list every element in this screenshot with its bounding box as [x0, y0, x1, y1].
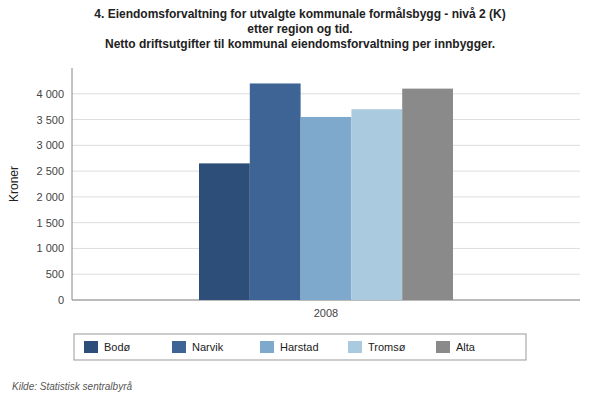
title: 4. Eiendomsforvaltning for utvalgte komm…: [94, 7, 505, 51]
legend-swatch: [84, 341, 98, 353]
bar: [250, 83, 301, 300]
title-line: etter region og tid.: [247, 22, 352, 36]
y-tick-label: 0: [58, 294, 64, 306]
y-tick-label: 1 500: [36, 217, 64, 229]
bar: [199, 163, 250, 300]
y-axis-line: [72, 68, 73, 300]
legend-label: Narvik: [192, 341, 224, 353]
legend-swatch: [348, 341, 362, 353]
y-tick-label: 2 500: [36, 165, 64, 177]
legend-label: Harstad: [280, 341, 319, 353]
bars: [199, 83, 453, 300]
y-tick-label: 3 000: [36, 139, 64, 151]
source: Kilde: Statistisk sentralbyrå: [12, 381, 132, 392]
legend-label: Tromsø: [368, 341, 406, 353]
chart: 4. Eiendomsforvaltning for utvalgte komm…: [0, 0, 600, 400]
legend-box: [74, 334, 526, 360]
y-tick-label: 500: [46, 268, 64, 280]
grid: [72, 94, 580, 300]
title-line: Netto driftsutgifter til kommunal eiendo…: [105, 37, 495, 51]
y-tick-label: 2 000: [36, 191, 64, 203]
y-axis-label: Kroner: [7, 166, 21, 202]
legend-label: Alta: [456, 341, 476, 353]
legend: Bodø Narvik Harstad Tromsø Alta: [74, 334, 526, 360]
x-tick-label: 2008: [314, 307, 338, 319]
bar: [402, 89, 453, 300]
y-tick-label: 4 000: [36, 88, 64, 100]
bar: [351, 109, 402, 300]
bar: [301, 117, 352, 300]
legend-label: Bodø: [104, 341, 131, 353]
legend-swatch: [260, 341, 274, 353]
y-tick-label: 1 000: [36, 242, 64, 254]
grid-line: [72, 93, 580, 94]
legend-swatch: [172, 341, 186, 353]
title-line: 4. Eiendomsforvaltning for utvalgte komm…: [94, 7, 505, 21]
legend-swatch: [436, 341, 450, 353]
y-tick-label: 3 500: [36, 114, 64, 126]
